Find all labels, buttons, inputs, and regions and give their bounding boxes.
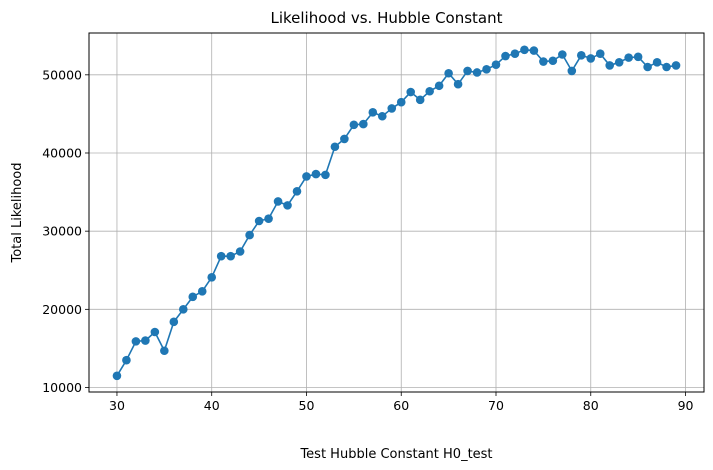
data-point bbox=[662, 62, 671, 72]
data-point bbox=[321, 170, 330, 180]
data-point bbox=[216, 251, 226, 261]
data-point bbox=[160, 346, 169, 356]
data-point bbox=[501, 51, 510, 61]
data-point bbox=[520, 45, 529, 55]
data-point bbox=[529, 46, 539, 55]
data-point bbox=[122, 355, 131, 365]
x-tick-label: 50 bbox=[299, 398, 315, 413]
data-point bbox=[595, 49, 605, 59]
data-point bbox=[283, 201, 292, 210]
x-axis-label: Test Hubble Constant H0_test bbox=[299, 447, 492, 462]
data-point bbox=[605, 61, 615, 70]
data-point bbox=[482, 65, 491, 74]
data-point bbox=[226, 251, 235, 261]
data-point bbox=[614, 58, 624, 67]
data-point bbox=[406, 87, 416, 97]
y-tick-label: 20000 bbox=[42, 302, 82, 317]
data-point bbox=[396, 97, 406, 107]
x-tick-label: 70 bbox=[488, 398, 504, 413]
data-point bbox=[178, 305, 188, 314]
data-point bbox=[444, 68, 453, 78]
data-point bbox=[558, 50, 567, 59]
data-point bbox=[245, 230, 254, 240]
x-axis-ticks: 30 40 50 60 70 80 90 bbox=[109, 392, 694, 413]
data-point bbox=[197, 287, 207, 296]
y-tick-label: 10000 bbox=[42, 380, 82, 395]
data-point bbox=[169, 317, 179, 327]
y-tick-label: 50000 bbox=[42, 67, 82, 82]
data-point bbox=[434, 81, 444, 91]
data-point bbox=[491, 60, 501, 69]
data-point bbox=[387, 104, 397, 113]
x-tick-label: 60 bbox=[393, 398, 409, 413]
data-point bbox=[643, 62, 652, 72]
x-tick-label: 30 bbox=[109, 398, 125, 413]
data-point bbox=[207, 272, 217, 282]
y-axis-label: Total Likelihood bbox=[10, 162, 25, 263]
x-tick-label: 90 bbox=[678, 398, 694, 413]
y-tick-label: 40000 bbox=[42, 145, 82, 160]
data-point bbox=[576, 50, 586, 60]
data-point bbox=[539, 57, 548, 66]
data-point bbox=[472, 68, 482, 77]
data-point bbox=[359, 119, 368, 129]
data-point bbox=[254, 216, 264, 226]
data-point bbox=[586, 54, 596, 63]
y-tick-label: 30000 bbox=[42, 224, 82, 239]
data-point bbox=[624, 53, 633, 62]
data-point bbox=[340, 134, 349, 144]
data-point bbox=[510, 49, 520, 59]
data-point bbox=[235, 247, 245, 256]
x-tick-label: 40 bbox=[204, 398, 220, 413]
data-point bbox=[112, 371, 122, 381]
data-point bbox=[188, 292, 198, 302]
data-point bbox=[273, 197, 283, 206]
data-point bbox=[415, 95, 425, 105]
data-point bbox=[150, 327, 160, 337]
x-tick-label: 80 bbox=[583, 398, 599, 413]
data-point bbox=[131, 337, 141, 346]
data-point bbox=[264, 214, 273, 223]
data-point bbox=[292, 187, 302, 196]
chart-title: Likelihood vs. Hubble Constant bbox=[270, 9, 502, 27]
data-point bbox=[671, 61, 681, 70]
data-point bbox=[548, 56, 558, 66]
data-point bbox=[633, 52, 643, 62]
data-point bbox=[141, 336, 150, 345]
data-point bbox=[425, 86, 434, 96]
data-point bbox=[453, 79, 463, 89]
data-point bbox=[349, 120, 359, 130]
data-point bbox=[652, 58, 662, 67]
data-point bbox=[463, 66, 472, 76]
grid bbox=[89, 33, 704, 392]
data-point bbox=[377, 111, 387, 121]
data-point bbox=[368, 108, 378, 117]
data-point bbox=[330, 142, 340, 152]
plot-frame bbox=[88, 32, 705, 393]
series-plot bbox=[112, 45, 681, 381]
data-point bbox=[302, 172, 311, 181]
data-point bbox=[567, 66, 577, 76]
y-axis-ticks: 10000 20000 30000 40000 50000 bbox=[42, 67, 89, 395]
data-point bbox=[311, 169, 321, 179]
